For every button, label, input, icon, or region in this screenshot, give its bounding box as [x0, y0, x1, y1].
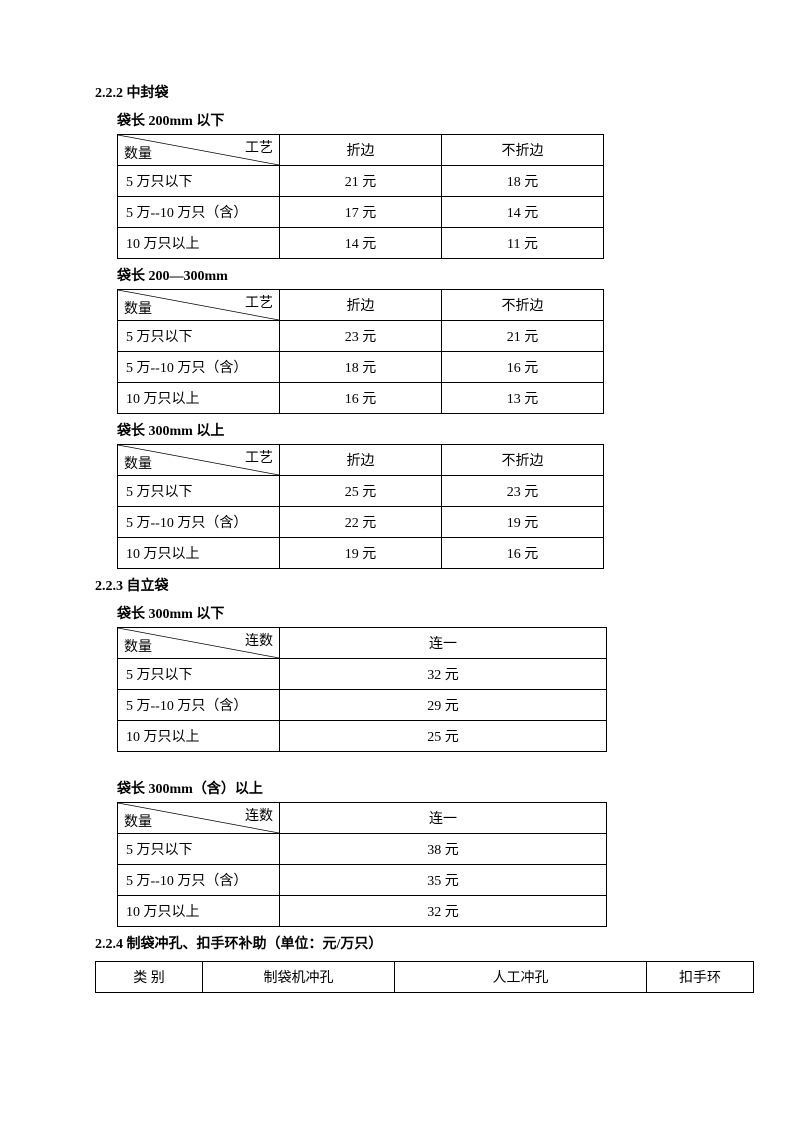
col-header: 制袋机冲孔 [203, 962, 395, 993]
col-header: 类 别 [96, 962, 203, 993]
col-header: 折边 [280, 135, 442, 166]
table-row: 5 万--10 万只（含）22 元19 元 [118, 507, 604, 538]
diag-cell: 数量 工艺 [118, 290, 280, 321]
diag-left: 数量 [124, 298, 152, 318]
col-header: 不折边 [442, 135, 604, 166]
diag-cell: 数量 工艺 [118, 135, 280, 166]
col-header: 连一 [280, 803, 607, 834]
table-222-2-caption: 袋长 300mm 以上 [117, 420, 705, 440]
table-row: 5 万只以下25 元23 元 [118, 476, 604, 507]
table-223-1: 数量 连数 连一 5 万只以下38 元 5 万--10 万只（含）35 元 10… [117, 802, 607, 927]
table-222-0-caption: 袋长 200mm 以下 [117, 110, 705, 130]
table-222-1: 数量 工艺 折边 不折边 5 万只以下23 元21 元 5 万--10 万只（含… [117, 289, 604, 414]
table-223-1-caption: 袋长 300mm（含）以上 [117, 778, 705, 798]
col-header: 折边 [280, 445, 442, 476]
diag-cell: 数量 工艺 [118, 445, 280, 476]
table-222-0: 数量 工艺 折边 不折边 5 万只以下21 元18 元 5 万--10 万只（含… [117, 134, 604, 259]
table-row: 10 万只以上19 元16 元 [118, 538, 604, 569]
table-row: 5 万--10 万只（含）18 元16 元 [118, 352, 604, 383]
table-row: 5 万--10 万只（含）17 元14 元 [118, 197, 604, 228]
table-row: 10 万只以上25 元 [118, 721, 607, 752]
table-row: 10 万只以上14 元11 元 [118, 228, 604, 259]
table-row: 5 万--10 万只（含）35 元 [118, 865, 607, 896]
diag-right: 工艺 [245, 292, 273, 312]
table-row: 10 万只以上32 元 [118, 896, 607, 927]
diag-left: 数量 [124, 811, 152, 831]
diag-right: 连数 [245, 805, 273, 825]
table-row: 5 万只以下32 元 [118, 659, 607, 690]
table-row: 5 万只以下21 元18 元 [118, 166, 604, 197]
col-header: 不折边 [442, 290, 604, 321]
table-row: 5 万只以下23 元21 元 [118, 321, 604, 352]
table-222-2: 数量 工艺 折边 不折边 5 万只以下25 元23 元 5 万--10 万只（含… [117, 444, 604, 569]
table-222-1-caption: 袋长 200—300mm [117, 265, 705, 285]
col-header: 人工冲孔 [395, 962, 647, 993]
col-header: 折边 [280, 290, 442, 321]
table-223-0: 数量 连数 连一 5 万只以下32 元 5 万--10 万只（含）29 元 10… [117, 627, 607, 752]
table-224: 类 别 制袋机冲孔 人工冲孔 扣手环 [95, 961, 754, 993]
section-223-title: 2.2.3 自立袋 [95, 575, 705, 595]
table-row: 5 万只以下38 元 [118, 834, 607, 865]
col-header: 连一 [280, 628, 607, 659]
diag-left: 数量 [124, 143, 152, 163]
diag-cell: 数量 连数 [118, 803, 280, 834]
table-row: 5 万--10 万只（含）29 元 [118, 690, 607, 721]
diag-right: 工艺 [245, 137, 273, 157]
diag-left: 数量 [124, 636, 152, 656]
section-222-title: 2.2.2 中封袋 [95, 82, 705, 102]
diag-cell: 数量 连数 [118, 628, 280, 659]
col-header: 扣手环 [647, 962, 754, 993]
diag-left: 数量 [124, 453, 152, 473]
table-223-0-caption: 袋长 300mm 以下 [117, 603, 705, 623]
diag-right: 连数 [245, 630, 273, 650]
diag-right: 工艺 [245, 447, 273, 467]
table-row: 10 万只以上16 元13 元 [118, 383, 604, 414]
col-header: 不折边 [442, 445, 604, 476]
section-224-title: 2.2.4 制袋冲孔、扣手环补助（单位：元/万只） [95, 933, 705, 953]
